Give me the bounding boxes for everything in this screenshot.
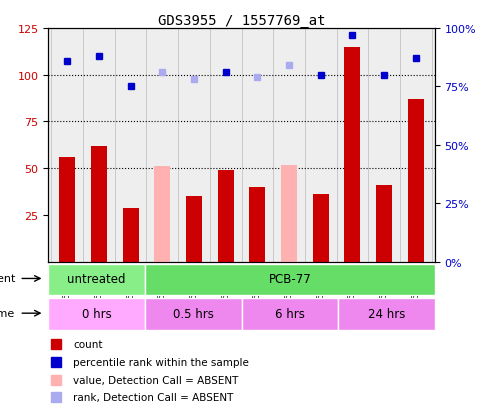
Bar [376,185,392,262]
Bar [145,264,435,295]
Text: 6 hrs: 6 hrs [275,307,305,320]
Text: 24 hrs: 24 hrs [368,307,405,320]
Text: PCB-77: PCB-77 [269,272,311,285]
Bar [408,100,424,262]
Bar [123,208,139,262]
Bar [48,299,145,330]
Text: count: count [73,339,103,350]
Text: time: time [0,309,15,318]
Bar [91,147,107,262]
Text: rank, Detection Call = ABSENT: rank, Detection Call = ABSENT [73,392,234,402]
Bar [281,165,297,262]
Bar [344,47,360,262]
Bar [249,188,265,262]
Bar [155,167,170,262]
Text: value, Detection Call = ABSENT: value, Detection Call = ABSENT [73,375,239,385]
Text: percentile rank within the sample: percentile rank within the sample [73,357,249,367]
Bar [218,171,234,262]
Bar [313,195,328,262]
Text: 0 hrs: 0 hrs [82,307,112,320]
Text: GDS3955 / 1557769_at: GDS3955 / 1557769_at [158,14,325,28]
Text: untreated: untreated [67,272,126,285]
Text: 0.5 hrs: 0.5 hrs [173,307,213,320]
Bar [242,299,338,330]
Bar [48,264,145,295]
Bar [338,299,435,330]
Text: agent: agent [0,274,15,284]
Bar [186,197,202,262]
Bar [145,299,242,330]
Bar [59,158,75,262]
